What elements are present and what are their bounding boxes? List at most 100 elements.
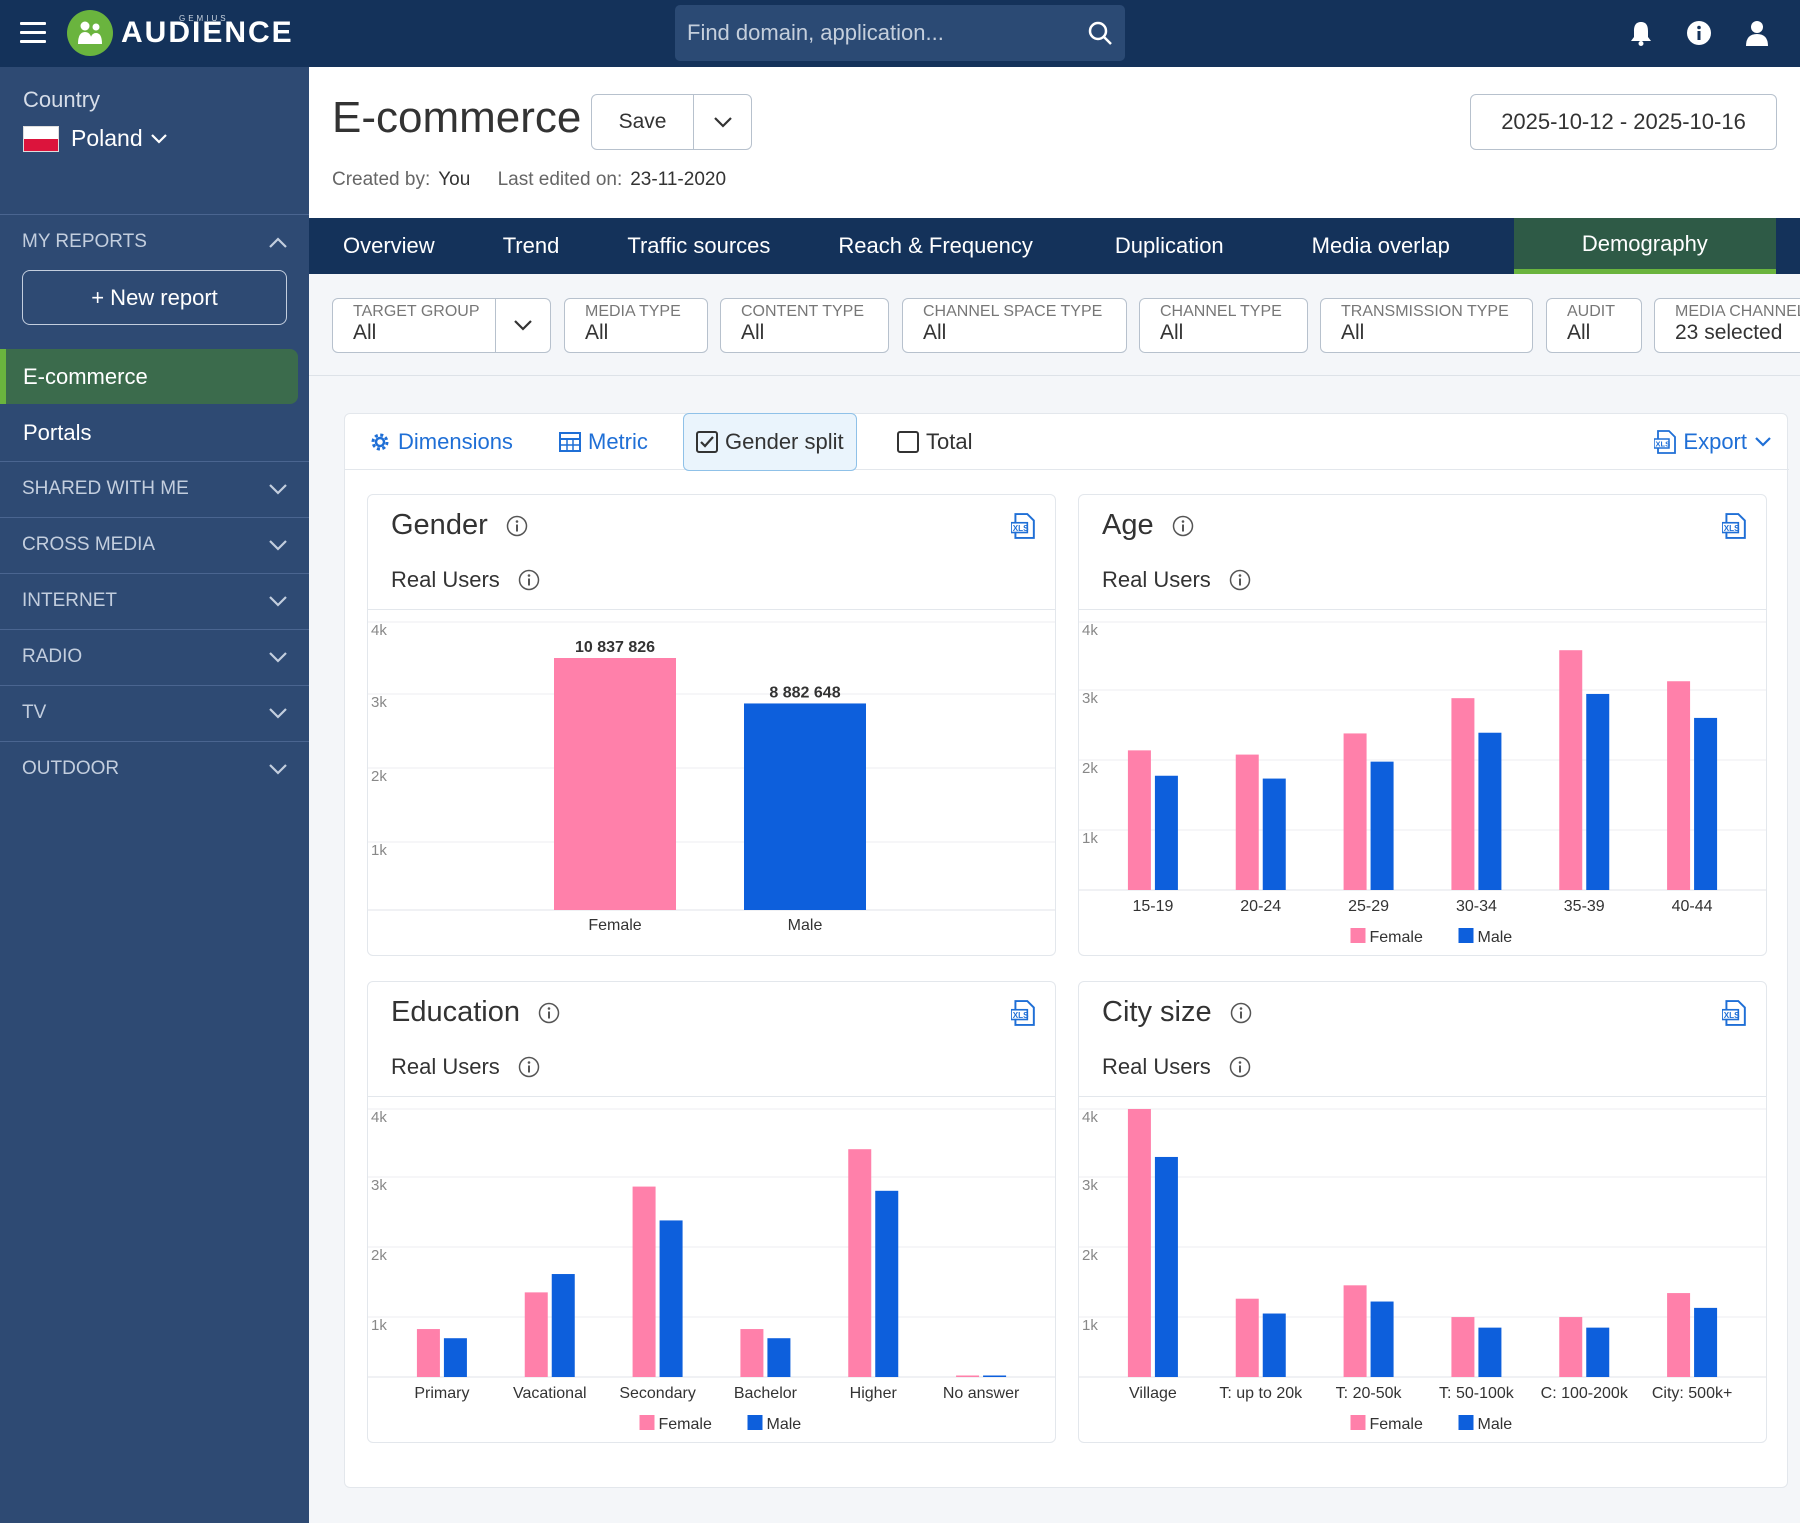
card-title: Age [1102,509,1154,541]
chevron-down-icon[interactable] [495,299,550,352]
tab-reach-frequency[interactable]: Reach & Frequency [838,233,1033,258]
bar-female [416,1329,440,1377]
gender-split-toggle[interactable]: Gender split [683,413,857,471]
info-icon[interactable] [538,1002,560,1024]
bar-female [956,1375,980,1377]
y-tick-label: 1k [1082,830,1098,847]
chevron-down-icon [269,651,287,663]
legend-label-male: Male [1478,929,1513,946]
xls-export-icon[interactable]: XLS [1722,513,1746,539]
filter-value: All [585,321,609,344]
filter-value: All [1341,321,1365,344]
save-dropdown-button[interactable] [694,95,751,149]
filter-audit[interactable]: AUDIT All [1546,298,1642,353]
save-button-group: Save [591,94,752,150]
bar-male [1370,1301,1394,1377]
bar-male [1262,778,1286,890]
info-icon[interactable] [518,1056,540,1078]
bell-icon[interactable] [1626,18,1656,48]
info-icon[interactable] [506,515,528,537]
chevron-down-icon [269,539,287,551]
section-label: SHARED WITH ME [22,478,189,499]
legend-swatch-male [1458,1415,1474,1430]
y-tick-label: 4k [1082,622,1098,639]
filter-channel-space-type[interactable]: CHANNEL SPACE TYPE All [902,298,1127,353]
filter-media-type[interactable]: MEDIA TYPE All [564,298,708,353]
bar-male [1586,1327,1610,1377]
filter-value: 23 selected [1675,321,1783,344]
bar-female [1559,650,1583,890]
y-tick-label: 2k [1082,760,1098,777]
menu-icon[interactable] [20,22,46,44]
report-item-ecommerce[interactable]: E-commerce [0,349,298,404]
info-icon[interactable] [518,569,540,591]
filter-target-group[interactable]: TARGET GROUP All [332,298,551,353]
search-icon[interactable] [1087,20,1113,46]
tab-demography[interactable]: Demography [1513,218,1776,274]
filter-content-type[interactable]: CONTENT TYPE All [720,298,889,353]
bar-male [1694,717,1718,890]
last-edited-label: Last edited on: [497,169,623,190]
country-value: Poland [71,125,143,151]
filter-media-channel[interactable]: MEDIA CHANNEL 23 selected [1654,298,1800,353]
export-button[interactable]: XLS Export [1654,414,1771,470]
section-label: INTERNET [22,590,117,611]
info-icon[interactable] [1172,515,1194,537]
save-button[interactable]: Save [592,95,694,149]
bar-male [1586,693,1610,890]
x-tick-label: Higher [850,1385,898,1402]
new-report-button[interactable]: + New report [22,270,287,325]
x-tick-label: 35-39 [1564,898,1605,915]
info-icon[interactable] [1229,569,1251,591]
y-tick-label: 1k [371,1317,387,1334]
search-input[interactable] [687,20,1087,46]
metric-label: Metric [588,429,648,454]
logo[interactable]: GEMIUS AUDIENCE [67,10,294,56]
tab-traffic-sources[interactable]: Traffic sources [627,233,771,258]
info-icon[interactable] [1229,1056,1251,1078]
bar-male [1370,761,1394,890]
x-tick-label: No answer [943,1385,1020,1402]
info-icon[interactable] [1230,1002,1252,1024]
y-tick-label: 4k [371,1109,387,1126]
date-range-picker[interactable]: 2025-10-12 - 2025-10-16 [1470,94,1777,150]
section-cross-media[interactable]: CROSS MEDIA [0,517,309,573]
section-shared-with-me[interactable]: SHARED WITH ME [0,461,309,517]
filter-channel-type[interactable]: CHANNEL TYPE All [1139,298,1308,353]
tab-media-overlap[interactable]: Media overlap [1311,233,1450,258]
tab-trend[interactable]: Trend [502,233,560,258]
gear-icon [371,433,389,451]
filter-transmission-type[interactable]: TRANSMISSION TYPE All [1320,298,1533,353]
country-select[interactable]: Poland [23,125,167,152]
my-reports-header[interactable]: MY REPORTS [0,214,309,270]
legend-swatch-female [639,1415,655,1430]
x-tick-label: 20-24 [1240,898,1281,915]
x-tick-label: Primary [414,1385,469,1402]
info-icon[interactable] [1684,18,1714,48]
xls-export-icon[interactable]: XLS [1722,1000,1746,1026]
bar-male [1154,1156,1178,1377]
section-internet[interactable]: INTERNET [0,573,309,629]
dimensions-button[interactable]: Dimensions [369,414,513,470]
xls-export-icon[interactable]: XLS [1011,1000,1035,1026]
section-tv[interactable]: TV [0,685,309,741]
metric-button[interactable]: Metric [559,414,648,470]
tab-duplication[interactable]: Duplication [1114,233,1224,258]
svg-text:XLS: XLS [1013,524,1029,533]
bar-female [524,1292,548,1377]
bar-female [1559,1317,1583,1377]
data-label: 10 837 826 [575,639,655,656]
y-tick-label: 2k [371,1247,387,1264]
tab-overview[interactable]: Overview [343,233,435,258]
y-tick-label: 4k [1082,1109,1098,1126]
report-item-portals[interactable]: Portals [23,419,92,445]
total-toggle[interactable]: Total [897,414,972,470]
bar-female [1127,1109,1151,1377]
section-outdoor[interactable]: OUTDOOR [0,741,309,797]
x-tick-label: T: 50-100k [1439,1385,1515,1402]
section-radio[interactable]: RADIO [0,629,309,685]
filter-label: TARGET GROUP [353,303,480,320]
my-reports-label: MY REPORTS [22,231,147,252]
xls-export-icon[interactable]: XLS [1011,513,1035,539]
user-icon[interactable] [1742,18,1772,48]
